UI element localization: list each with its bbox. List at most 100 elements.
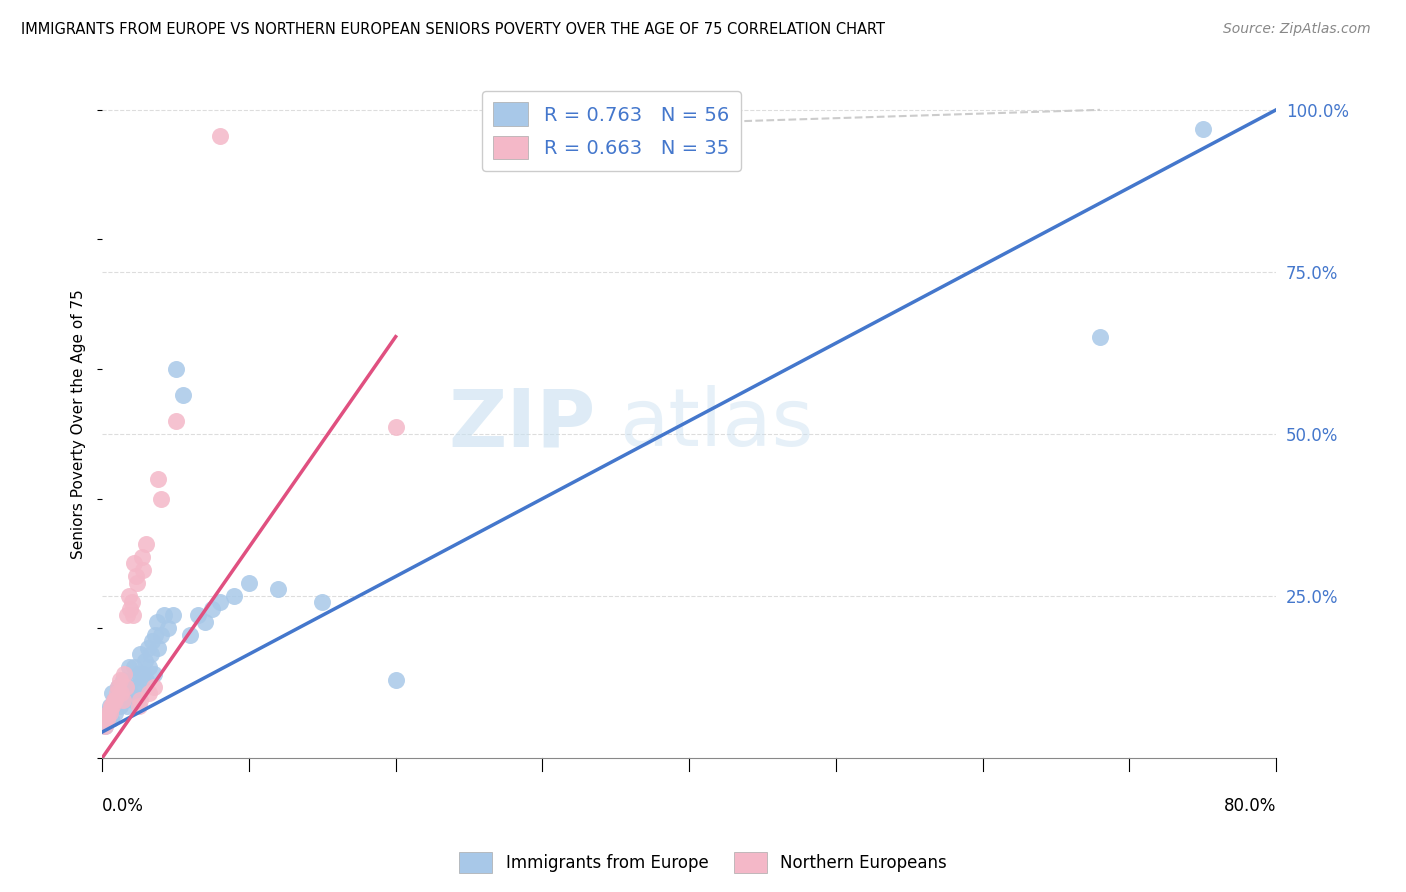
Point [134, 654, 156, 668]
Point [143, 628, 166, 642]
Point [107, 680, 129, 694]
Point [98, 699, 121, 714]
Point [107, 680, 129, 694]
Point [1191, 122, 1213, 136]
Point [135, 537, 157, 551]
Text: 80.0%: 80.0% [1223, 797, 1277, 814]
Point [115, 699, 138, 714]
Point [128, 666, 150, 681]
Point [101, 686, 124, 700]
Point [141, 634, 163, 648]
Point [165, 414, 187, 428]
Point [98, 706, 121, 720]
Point [111, 692, 134, 706]
Point [97, 712, 120, 726]
Point [122, 608, 145, 623]
Point [157, 621, 180, 635]
Point [142, 666, 165, 681]
Point [120, 602, 142, 616]
Point [127, 576, 149, 591]
Point [721, 128, 744, 143]
Point [132, 563, 155, 577]
Point [194, 615, 217, 629]
Point [108, 699, 131, 714]
Text: 0.0%: 0.0% [103, 797, 143, 814]
Point [114, 680, 136, 694]
Point [162, 608, 184, 623]
Point [128, 699, 150, 714]
Point [96, 712, 118, 726]
Point [124, 557, 146, 571]
Point [108, 673, 131, 688]
Point [104, 706, 127, 720]
Point [208, 595, 231, 609]
Point [96, 706, 118, 720]
Point [129, 647, 152, 661]
Point [136, 640, 159, 655]
Point [125, 569, 148, 583]
Point [104, 692, 127, 706]
Point [111, 673, 134, 688]
Point [142, 680, 165, 694]
Point [311, 595, 333, 609]
Text: Source: ZipAtlas.com: Source: ZipAtlas.com [1223, 22, 1371, 37]
Legend: R = 0.763   N = 56, R = 0.663   N = 35: R = 0.763 N = 56, R = 0.663 N = 35 [482, 91, 741, 171]
Point [117, 660, 139, 674]
Point [172, 388, 194, 402]
Point [139, 647, 162, 661]
Point [138, 660, 160, 674]
Point [120, 686, 142, 700]
Point [135, 673, 157, 688]
Point [122, 692, 145, 706]
Point [121, 673, 143, 688]
Point [149, 628, 172, 642]
Point [110, 686, 132, 700]
Point [112, 692, 135, 706]
Point [121, 595, 143, 609]
Point [131, 680, 153, 694]
Point [149, 491, 172, 506]
Point [138, 686, 160, 700]
Point [146, 640, 169, 655]
Point [101, 699, 124, 714]
Point [187, 608, 209, 623]
Point [224, 589, 246, 603]
Point [267, 582, 290, 597]
Point [114, 680, 136, 694]
Point [105, 686, 128, 700]
Point [1088, 329, 1111, 343]
Point [100, 712, 122, 726]
Point [153, 608, 176, 623]
Point [94, 718, 117, 732]
Point [124, 660, 146, 674]
Point [115, 608, 138, 623]
Text: atlas: atlas [619, 385, 813, 463]
Point [238, 576, 260, 591]
Text: ZIP: ZIP [449, 385, 595, 463]
Point [103, 692, 125, 706]
Point [129, 692, 152, 706]
Point [131, 549, 153, 564]
Point [100, 699, 122, 714]
Point [179, 628, 201, 642]
Point [110, 686, 132, 700]
Point [384, 673, 406, 688]
Legend: Immigrants from Europe, Northern Europeans: Immigrants from Europe, Northern Europea… [453, 846, 953, 880]
Point [97, 706, 120, 720]
Point [201, 602, 224, 616]
Point [112, 666, 135, 681]
Text: IMMIGRANTS FROM EUROPE VS NORTHERN EUROPEAN SENIORS POVERTY OVER THE AGE OF 75 C: IMMIGRANTS FROM EUROPE VS NORTHERN EUROP… [21, 22, 886, 37]
Point [127, 692, 149, 706]
Point [105, 692, 128, 706]
Point [146, 472, 169, 486]
Point [384, 420, 406, 434]
Point [117, 589, 139, 603]
Point [103, 692, 125, 706]
Point [125, 680, 148, 694]
Point [145, 615, 167, 629]
Y-axis label: Seniors Poverty Over the Age of 75: Seniors Poverty Over the Age of 75 [72, 289, 86, 559]
Point [165, 362, 187, 376]
Point [208, 128, 231, 143]
Point [94, 718, 117, 732]
Point [132, 666, 155, 681]
